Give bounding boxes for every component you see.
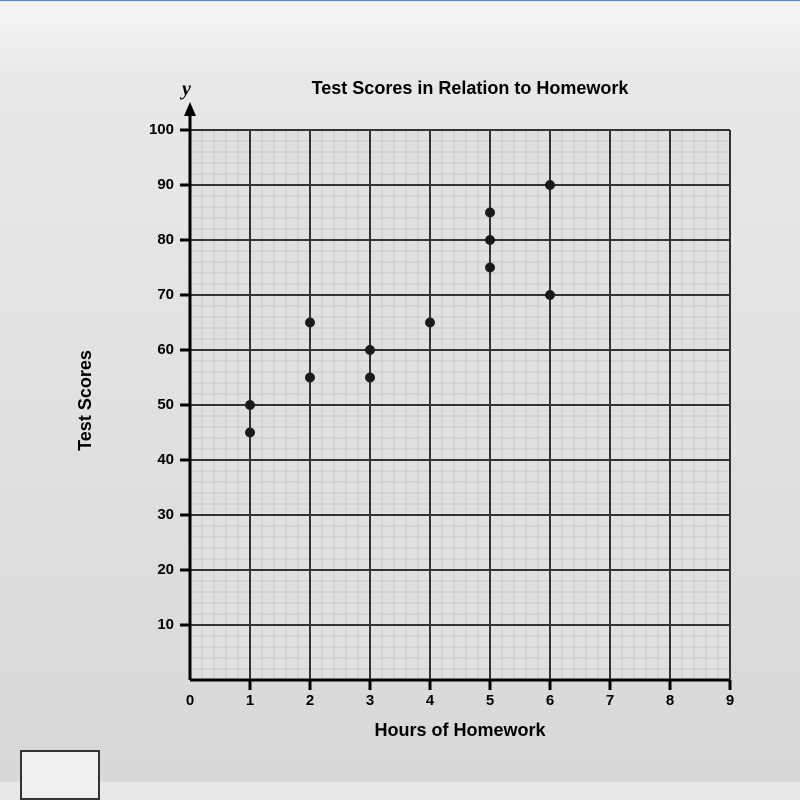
y-tick-label: 90	[140, 176, 174, 193]
y-tick-label: 60	[140, 341, 174, 358]
y-tick-label: 50	[140, 396, 174, 413]
y-tick-label: 100	[140, 121, 174, 138]
x-tick-label: 4	[415, 692, 445, 709]
x-tick-label: 2	[295, 692, 325, 709]
x-tick-label: 9	[715, 692, 745, 709]
x-tick-label: 5	[475, 692, 505, 709]
x-tick-label: 0	[175, 692, 205, 709]
y-tick-label: 20	[140, 561, 174, 578]
y-tick-label: 10	[140, 616, 174, 633]
x-tick-label: 6	[535, 692, 565, 709]
y-tick-label: 30	[140, 506, 174, 523]
x-tick-label: 7	[595, 692, 625, 709]
y-tick-label: 80	[140, 231, 174, 248]
y-tick-label: 40	[140, 451, 174, 468]
x-tick-label: 8	[655, 692, 685, 709]
bottom-box	[20, 750, 100, 800]
x-tick-label: 1	[235, 692, 265, 709]
x-tick-label: 3	[355, 692, 385, 709]
chart-container: y Test Scores in Relation to Homework Te…	[60, 50, 740, 690]
y-tick-label: 70	[140, 286, 174, 303]
top-border	[0, 0, 800, 1]
